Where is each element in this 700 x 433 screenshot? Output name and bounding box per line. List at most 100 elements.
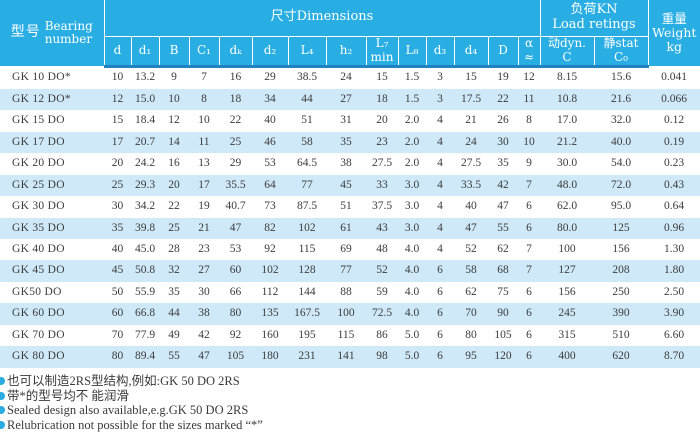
- value-cell: 1.80: [663, 264, 685, 277]
- header-col-B: B: [158, 35, 190, 68]
- value-cell: 25: [168, 221, 180, 234]
- value-cell: 8: [526, 114, 532, 127]
- value-cell: 4: [437, 221, 443, 234]
- value-cell: 50: [111, 285, 124, 298]
- bullet-icon: [0, 391, 5, 400]
- value-cell: 51: [301, 114, 313, 127]
- value-cell: 27: [340, 92, 352, 105]
- value-cell: 6.60: [663, 328, 685, 341]
- value-cell: 1.5: [404, 71, 420, 84]
- value-cell: 95: [465, 350, 477, 363]
- header-col-static-C0: 静stat C₀: [593, 35, 649, 68]
- value-cell: 120: [494, 350, 512, 363]
- value-cell: 20: [111, 157, 124, 170]
- value-cell: 23: [376, 135, 388, 148]
- header-weight: 重量 Weight kg: [647, 0, 700, 67]
- value-cell: 7: [201, 71, 207, 84]
- value-cell: 17.5: [460, 92, 482, 105]
- value-cell: 4: [437, 135, 443, 148]
- table-row: GK 80 DO 80 89.4 55 47 105 180 231 141 98 5.0 6 95 12…: [0, 346, 700, 368]
- value-cell: 0.041: [661, 70, 687, 83]
- value-cell: 26: [497, 114, 509, 127]
- value-cell: 167.5: [294, 307, 320, 320]
- value-cell: 38: [340, 157, 352, 170]
- value-cell: 2.0: [404, 135, 420, 148]
- bearing-number-cell: GK 80 DO: [12, 350, 65, 363]
- table-row: GK 17 DO 17 20.7 14 11 25 46 58 35 23 2.0 4 24 30 10 21…: [0, 131, 700, 154]
- value-cell: 115: [298, 242, 316, 255]
- value-cell: 100: [558, 242, 576, 255]
- value-cell: 160: [261, 328, 279, 341]
- value-cell: 5.0: [404, 350, 420, 363]
- value-cell: 58: [301, 135, 313, 148]
- value-cell: 5.0: [404, 328, 420, 341]
- value-cell: 14: [168, 135, 180, 148]
- value-cell: 21.6: [610, 92, 632, 105]
- table-row: GK 10 DO* 10 13.2 9 7 16 29 38.5 24 15 1.5 3 15 19 12 8…: [0, 66, 700, 89]
- value-cell: 30: [497, 135, 509, 148]
- value-cell: 15: [376, 71, 388, 84]
- value-cell: 250: [612, 285, 630, 298]
- header-col-dynamic-C: 动dyn. C: [539, 35, 595, 68]
- value-cell: 10: [523, 135, 535, 148]
- value-cell: 33: [376, 178, 388, 191]
- value-cell: 8.15: [556, 71, 578, 84]
- value-cell: 3.0: [404, 221, 420, 234]
- value-cell: 100: [337, 307, 355, 320]
- value-cell: 55: [497, 221, 509, 234]
- header-col-alpha: α ≈: [517, 35, 541, 68]
- value-cell: 21: [198, 221, 210, 234]
- note-text: Sealed design also available,e.g.GK 50 D…: [7, 403, 249, 417]
- footnotes: 也可以制造2RS型结构,例如:GK 50 DO 2RS 带*的型号均不 能润滑 Se…: [0, 374, 700, 432]
- bullet-icon: [0, 406, 5, 414]
- value-cell: 38: [198, 307, 210, 320]
- note-text: 带*的型号均不 能润滑: [7, 388, 129, 403]
- bearing-number-cell: GK 35 DO: [12, 221, 65, 234]
- value-cell: 98: [376, 350, 388, 363]
- value-cell: 27.5: [371, 157, 393, 170]
- table-row: GK 30 DO 30 34.2 22 19 40.7 73 87.5 51 37.5 3.0 4 40…: [0, 196, 700, 218]
- header-col-d2: d₂: [251, 35, 289, 68]
- value-cell: 115: [337, 328, 355, 341]
- value-cell: 30: [198, 285, 210, 298]
- bearing-number-cell: GK 12 DO*: [12, 92, 71, 105]
- table-row: GK50 DO 50 55.9 35 30 66 112 144 88 59 4.0 6 62 75 6 15…: [0, 281, 700, 304]
- value-cell: 42: [198, 328, 210, 341]
- header-col-L7min: L₇ min: [365, 35, 399, 68]
- value-cell: 1.30: [663, 242, 685, 255]
- value-cell: 6: [526, 285, 532, 298]
- value-cell: 2.0: [404, 157, 420, 170]
- value-cell: 53: [229, 242, 242, 255]
- value-cell: 7: [526, 242, 532, 255]
- header-bearing-number: 型号 Bearing number: [0, 0, 105, 67]
- table-row: GK 70 DO 70 77.9 49 42 92 160 195 115 86 5.0 6 80 105…: [0, 324, 700, 347]
- value-cell: 29: [264, 71, 276, 84]
- value-cell: 53: [264, 157, 276, 170]
- value-cell: 112: [261, 285, 279, 298]
- value-cell: 55.9: [134, 285, 156, 298]
- table-row: GK 45 DO 45 50.8 32 27 60 102 128 77 52 4.0 6 58 68 7 1…: [0, 260, 700, 282]
- value-cell: 127: [558, 264, 576, 277]
- value-cell: 82: [264, 221, 276, 234]
- bearing-number-cell: GK 10 DO*: [12, 70, 71, 83]
- value-cell: 105: [226, 350, 245, 363]
- bearing-number-cell: GK 40 DO: [12, 242, 65, 255]
- value-cell: 21.2: [556, 135, 578, 148]
- value-cell: 62.0: [556, 200, 578, 213]
- value-cell: 52: [465, 242, 477, 255]
- value-cell: 66.8: [134, 307, 156, 320]
- value-cell: 390: [612, 307, 630, 320]
- value-cell: 21: [465, 114, 477, 127]
- value-cell: 38.5: [296, 71, 318, 84]
- value-cell: 6: [437, 307, 443, 320]
- value-cell: 44: [168, 307, 180, 320]
- value-cell: 11: [523, 92, 535, 105]
- bearing-number-cell: GK 60 DO: [12, 307, 65, 320]
- value-cell: 6: [526, 221, 532, 234]
- value-cell: 3.0: [404, 200, 420, 213]
- value-cell: 10.8: [556, 92, 578, 105]
- table-row: GK 60 DO 60 66.8 44 38 80 135 167.5 100 72.5 4.0 6 7…: [0, 303, 700, 325]
- value-cell: 52: [376, 264, 388, 277]
- header-col-d4: d₄: [453, 35, 489, 68]
